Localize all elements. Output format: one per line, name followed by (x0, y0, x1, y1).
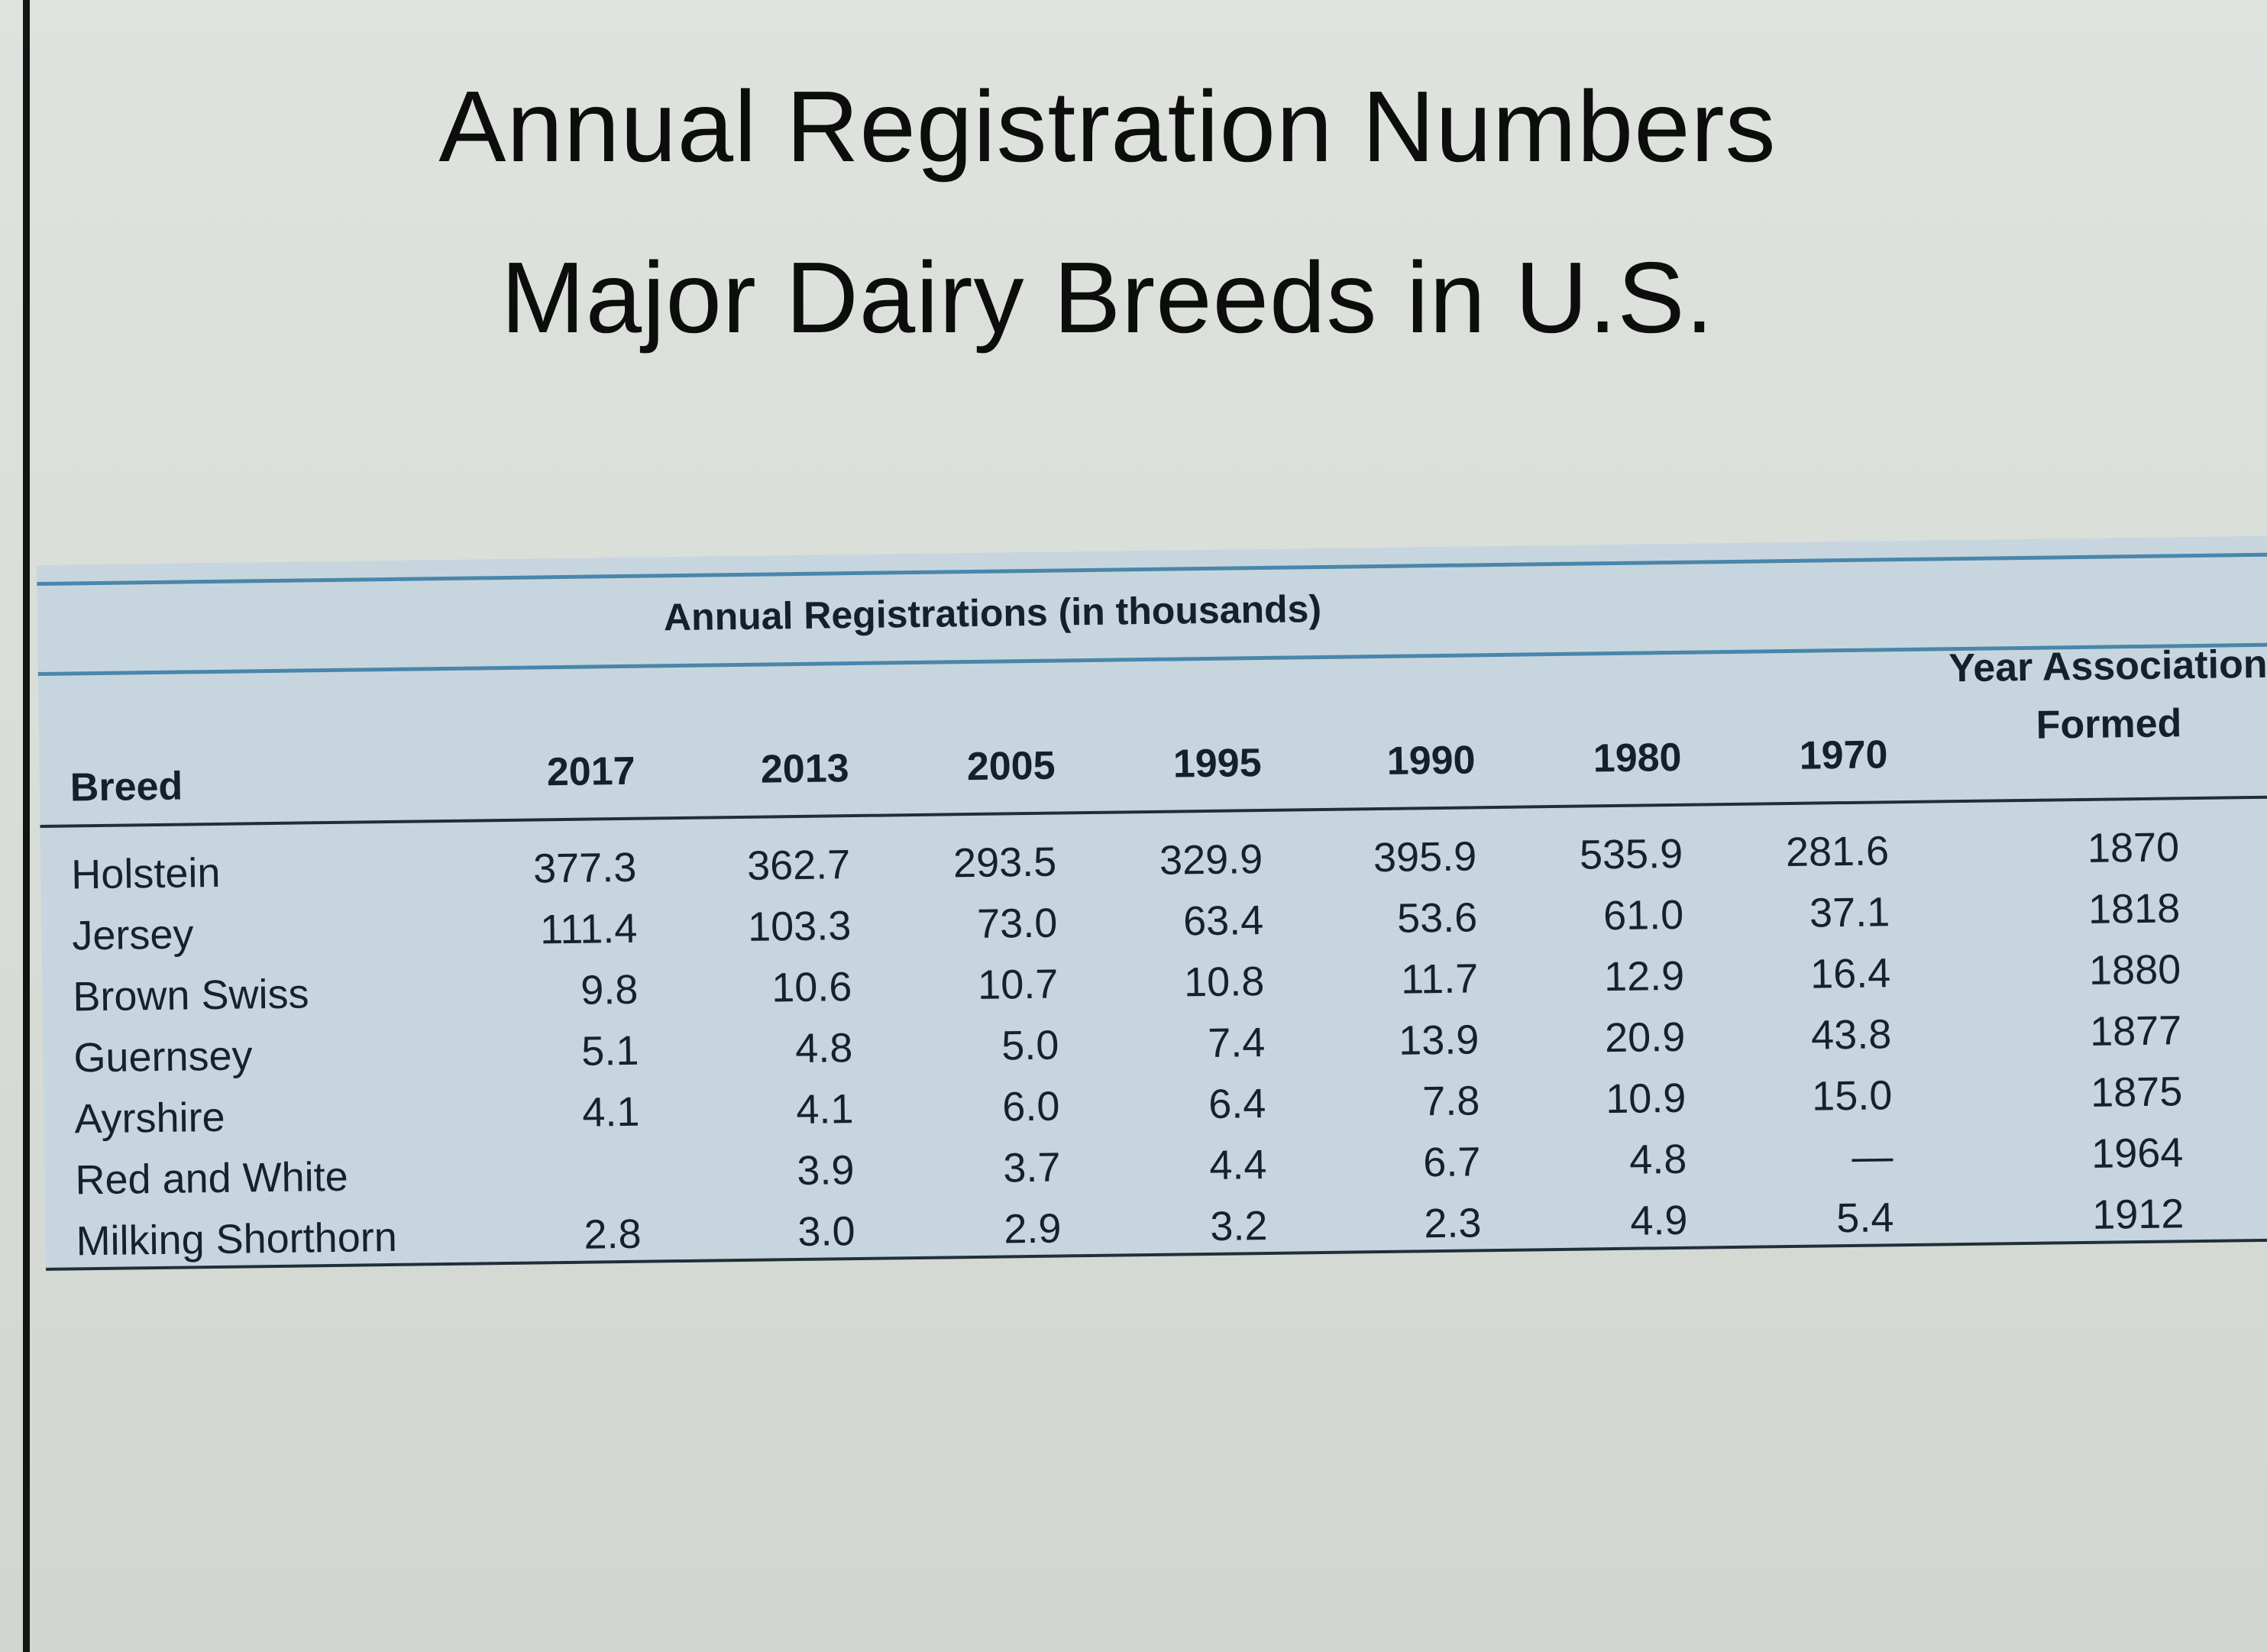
year-header-1995: 1995 (1172, 741, 1262, 787)
value-2017: 377.3 (532, 844, 637, 892)
assoc-header-line-2: Formed (2036, 701, 2182, 748)
value-1995: 3.2 (1209, 1202, 1268, 1250)
year-formed: 1875 (2090, 1068, 2183, 1116)
year-header-1970: 1970 (1799, 732, 1888, 778)
breed-name: Brown Swiss (73, 971, 309, 1020)
value-2013: 3.0 (797, 1208, 855, 1256)
value-2017: 4.1 (581, 1088, 640, 1136)
value-1995: 63.4 (1182, 897, 1264, 945)
value-2005: 2.9 (1004, 1205, 1062, 1253)
value-1970: 281.6 (1785, 828, 1890, 876)
breed-name: Jersey (71, 911, 194, 959)
value-2005: 293.5 (952, 839, 1057, 887)
value-1995: 4.4 (1208, 1141, 1267, 1188)
year-header-1980: 1980 (1593, 735, 1682, 781)
breed-name: Red and White (75, 1153, 349, 1204)
year-header-2013: 2013 (760, 746, 849, 792)
year-formed: 1877 (2089, 1007, 2182, 1055)
breed-header: Breed (70, 764, 183, 810)
value-2017: 5.1 (580, 1027, 639, 1075)
title-line-1: Annual Registration Numbers (438, 70, 1777, 183)
assoc-header-line-1: Year Association (1948, 642, 2267, 691)
value-2017: 9.8 (580, 966, 639, 1014)
year-formed: 1870 (2087, 824, 2180, 871)
year-header-2017: 2017 (546, 748, 635, 795)
value-1995: 10.8 (1183, 959, 1265, 1006)
value-2013: 10.6 (771, 964, 852, 1011)
value-1990: 395.9 (1373, 833, 1477, 881)
value-1990: 11.7 (1400, 955, 1479, 1003)
value-1970: 43.8 (1810, 1011, 1892, 1059)
table-top-rule (37, 552, 2267, 586)
value-1970: 16.4 (1809, 950, 1891, 997)
value-1980: 10.9 (1605, 1075, 1687, 1123)
value-1990: 7.8 (1421, 1078, 1480, 1125)
value-2005: 6.0 (1001, 1083, 1060, 1130)
value-2013: 103.3 (747, 903, 852, 950)
value-2017: 111.4 (539, 905, 638, 953)
assoc-header: Year Association Formed (1947, 635, 2267, 755)
value-2005: 5.0 (1001, 1022, 1059, 1069)
group-header: Annual Registrations (in thousands) (663, 587, 1322, 639)
value-2013: 3.9 (796, 1147, 855, 1195)
value-2013: 4.8 (794, 1025, 853, 1072)
year-formed: 1880 (2088, 946, 2181, 994)
registration-table: Annual Registrations (in thousands) Bree… (37, 535, 2267, 1271)
value-2017: 2.8 (584, 1211, 642, 1258)
value-2005: 10.7 (977, 961, 1059, 1008)
value-1990: 53.6 (1396, 894, 1478, 942)
value-2013: 362.7 (746, 842, 851, 889)
value-1970: 37.1 (1809, 889, 1890, 936)
breed-name: Guernsey (73, 1033, 253, 1081)
value-1990: 6.7 (1422, 1139, 1481, 1186)
binder-edge (23, 0, 30, 1652)
year-header-1990: 1990 (1386, 738, 1476, 784)
value-1995: 329.9 (1159, 836, 1263, 884)
value-1995: 6.4 (1208, 1080, 1266, 1127)
title-block: Annual Registration Numbers Major Dairy … (382, 76, 1833, 348)
value-1980: 20.9 (1604, 1014, 1686, 1062)
breed-name: Milking Shorthorn (76, 1214, 398, 1265)
value-1980: 535.9 (1579, 830, 1683, 878)
value-1970: 15.0 (1811, 1072, 1893, 1120)
year-formed: 1818 (2088, 885, 2181, 933)
title-line-2: Major Dairy Breeds in U.S. (500, 241, 1715, 354)
year-formed: 1912 (2091, 1191, 2185, 1238)
year-header-2005: 2005 (966, 743, 1056, 790)
value-1980: 12.9 (1603, 952, 1685, 1001)
value-1995: 7.4 (1207, 1020, 1266, 1066)
value-1970: — (1851, 1133, 1893, 1180)
value-2005: 3.7 (1002, 1144, 1061, 1191)
value-1990: 2.3 (1423, 1200, 1482, 1247)
value-1980: 4.9 (1629, 1197, 1688, 1244)
value-1970: 5.4 (1835, 1195, 1894, 1242)
year-formed: 1964 (2091, 1130, 2184, 1177)
breed-name: Holstein (70, 849, 221, 898)
breed-name: Ayrshire (74, 1094, 225, 1143)
value-2013: 4.1 (795, 1086, 854, 1133)
header-bottom-rule (40, 795, 2267, 828)
value-1990: 13.9 (1398, 1017, 1480, 1064)
group-header-rule (37, 642, 2267, 676)
value-1980: 61.0 (1602, 891, 1684, 939)
value-2005: 73.0 (976, 900, 1058, 947)
value-1980: 4.8 (1628, 1136, 1687, 1183)
